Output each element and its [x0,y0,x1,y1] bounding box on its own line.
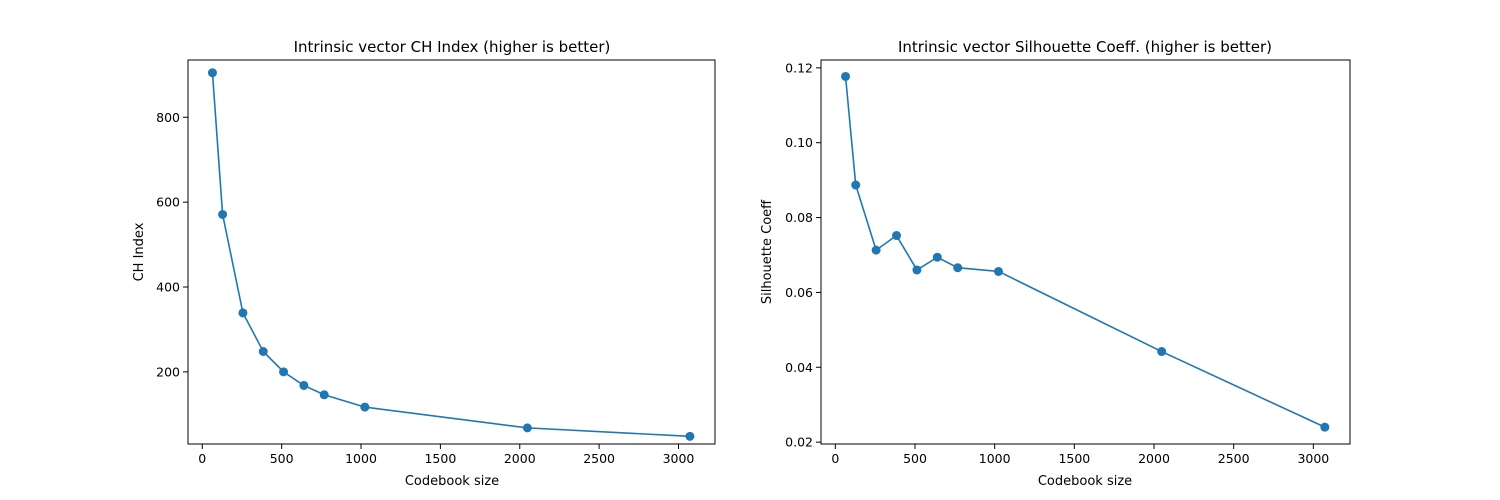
x-tick-label: 1000 [979,451,1011,466]
data-point [953,263,963,273]
data-point [892,231,902,241]
ch-index-plot: Intrinsic vector CH Index (higher is bet… [132,38,716,489]
y-tick-label: 800 [156,110,180,125]
x-tick-label: 1000 [345,451,377,466]
x-tick-label: 2000 [504,451,536,466]
y-tick-label: 600 [156,195,180,210]
x-tick-label: 3000 [663,451,695,466]
data-point [238,308,248,318]
plot-marks: 0 500 1000 1500 2000 2500 3000 0.02 0.04 0.06 0.08… [785,60,1330,466]
series-line [844,76,1326,428]
y-tick-label: 0.04 [785,360,813,375]
x-tick-label: 0 [831,451,839,466]
data-point [522,423,532,433]
x-tick-label: 500 [903,451,927,466]
y-tick-label: 0.02 [785,435,813,450]
plot-frame [187,59,716,445]
y-tick-label: 0.08 [785,210,813,225]
x-tick-label: 1500 [1058,451,1090,466]
x-tick-label: 2500 [583,451,615,466]
data-point [851,180,861,190]
series-line [211,72,690,438]
x-axis-label: Codebook size [1038,474,1132,489]
data-point [994,266,1004,276]
data-point [207,68,217,78]
data-point [319,390,329,400]
y-tick-label: 0.12 [785,60,813,75]
x-tick-label: 1500 [424,451,456,466]
data-point [932,252,942,262]
data-point [1157,347,1167,357]
y-tick-label: 0.10 [785,135,813,150]
x-tick-label: 3000 [1297,451,1329,466]
x-tick-label: 2000 [1138,451,1170,466]
y-tick-label: 200 [156,364,180,379]
data-point [685,431,695,441]
data-point [279,367,289,377]
chart-title: Intrinsic vector CH Index (higher is bet… [294,38,611,56]
data-point [841,71,851,81]
x-tick-label: 2500 [1218,451,1250,466]
x-tick-label: 0 [198,451,206,466]
data-point [218,209,228,219]
y-axis-label: Silhouette Coeff [760,199,775,304]
x-tick-label: 500 [270,451,294,466]
data-point [912,265,922,275]
data-point [360,402,370,412]
y-tick-label: 400 [156,280,180,295]
plot-marks: 0 500 1000 1500 2000 2500 3000 200 400 600 800 [156,68,694,466]
plot-frame [820,59,1351,445]
data-point [1320,422,1330,432]
y-axis-label: CH Index [132,222,147,281]
chart-title: Intrinsic vector Silhouette Coeff. (high… [898,38,1272,56]
y-tick-label: 0.06 [785,285,813,300]
silhouette-coeff-plot: Intrinsic vector Silhouette Coeff. (high… [760,38,1351,489]
x-axis-label: Codebook size [405,474,499,489]
data-point [871,245,881,255]
data-point [258,347,268,357]
data-point [299,380,309,390]
